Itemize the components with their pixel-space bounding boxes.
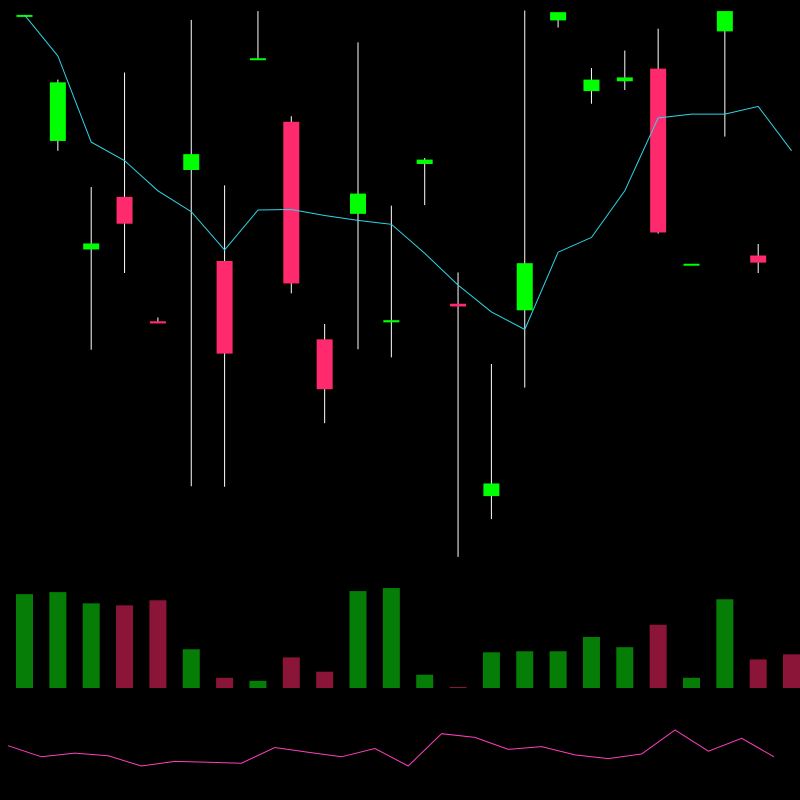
volume-bar — [616, 647, 634, 688]
candle — [49, 79, 66, 151]
candle — [416, 157, 433, 206]
candle — [183, 19, 200, 487]
volume-bar — [449, 686, 467, 688]
candle — [616, 50, 633, 91]
candle — [116, 72, 133, 274]
volume-bar — [116, 605, 134, 688]
volume-bar — [582, 637, 600, 688]
candle — [149, 317, 166, 324]
candle-body-up — [716, 11, 733, 32]
candle — [683, 263, 700, 266]
candle-body-up — [583, 79, 600, 92]
candle-body-up — [683, 263, 700, 266]
volume-panel — [16, 588, 800, 688]
candle-body-down — [283, 121, 300, 284]
volume-bar — [316, 671, 334, 688]
candle — [350, 42, 366, 350]
candle — [750, 243, 767, 274]
volume-bar — [516, 651, 534, 688]
candle-body-up — [183, 154, 200, 171]
price-panel — [16, 10, 792, 557]
candle — [583, 68, 600, 104]
candle-body-down — [750, 255, 767, 263]
volume-bar — [282, 657, 300, 688]
volume-bar — [382, 588, 400, 688]
volume-bar — [549, 651, 567, 688]
candle-body-down — [116, 196, 133, 224]
indicator-panel — [7, 729, 775, 767]
candle-body-up — [49, 82, 66, 141]
moving-average-line — [24, 14, 792, 331]
candle-body-up — [16, 14, 33, 17]
candle-body-up — [550, 12, 567, 21]
volume-bar — [349, 591, 367, 688]
candle-body-up — [350, 193, 366, 214]
candle — [716, 11, 733, 137]
candle-body-down — [650, 68, 667, 233]
candle — [83, 187, 100, 350]
candle-body-down — [316, 339, 333, 390]
candle — [16, 14, 33, 17]
volume-bar — [149, 600, 167, 688]
candle-body-up — [516, 263, 533, 311]
candle-body-up — [483, 483, 500, 497]
candle-body-down — [450, 303, 467, 307]
candle-body-down — [216, 260, 233, 354]
volume-bar — [49, 592, 67, 688]
candle — [383, 205, 400, 358]
candle-body-up — [383, 320, 400, 323]
volume-bar — [82, 603, 100, 688]
candle — [483, 364, 500, 520]
candle — [283, 116, 300, 294]
volume-bar — [482, 652, 500, 688]
candle — [249, 11, 266, 61]
volume-bar — [249, 680, 267, 688]
volume-bar — [683, 677, 700, 688]
candle — [316, 324, 333, 424]
volume-bar — [216, 677, 234, 688]
volume-bar — [783, 654, 800, 688]
candle-body-up — [249, 58, 266, 61]
volume-bar — [16, 594, 33, 688]
volume-bar — [749, 659, 767, 688]
volume-bar — [416, 674, 434, 688]
candle — [650, 28, 667, 234]
candle — [516, 10, 533, 388]
volume-bar — [649, 624, 667, 688]
candle — [450, 272, 467, 557]
candle — [550, 12, 567, 28]
candle-body-up — [416, 159, 433, 164]
candle-body-up — [83, 243, 100, 250]
volume-bar — [716, 599, 734, 688]
volume-bar — [182, 649, 200, 688]
indicator-line — [7, 729, 775, 767]
candle-body-down — [149, 321, 166, 324]
candle-body-up — [616, 77, 633, 82]
candle — [216, 185, 233, 487]
